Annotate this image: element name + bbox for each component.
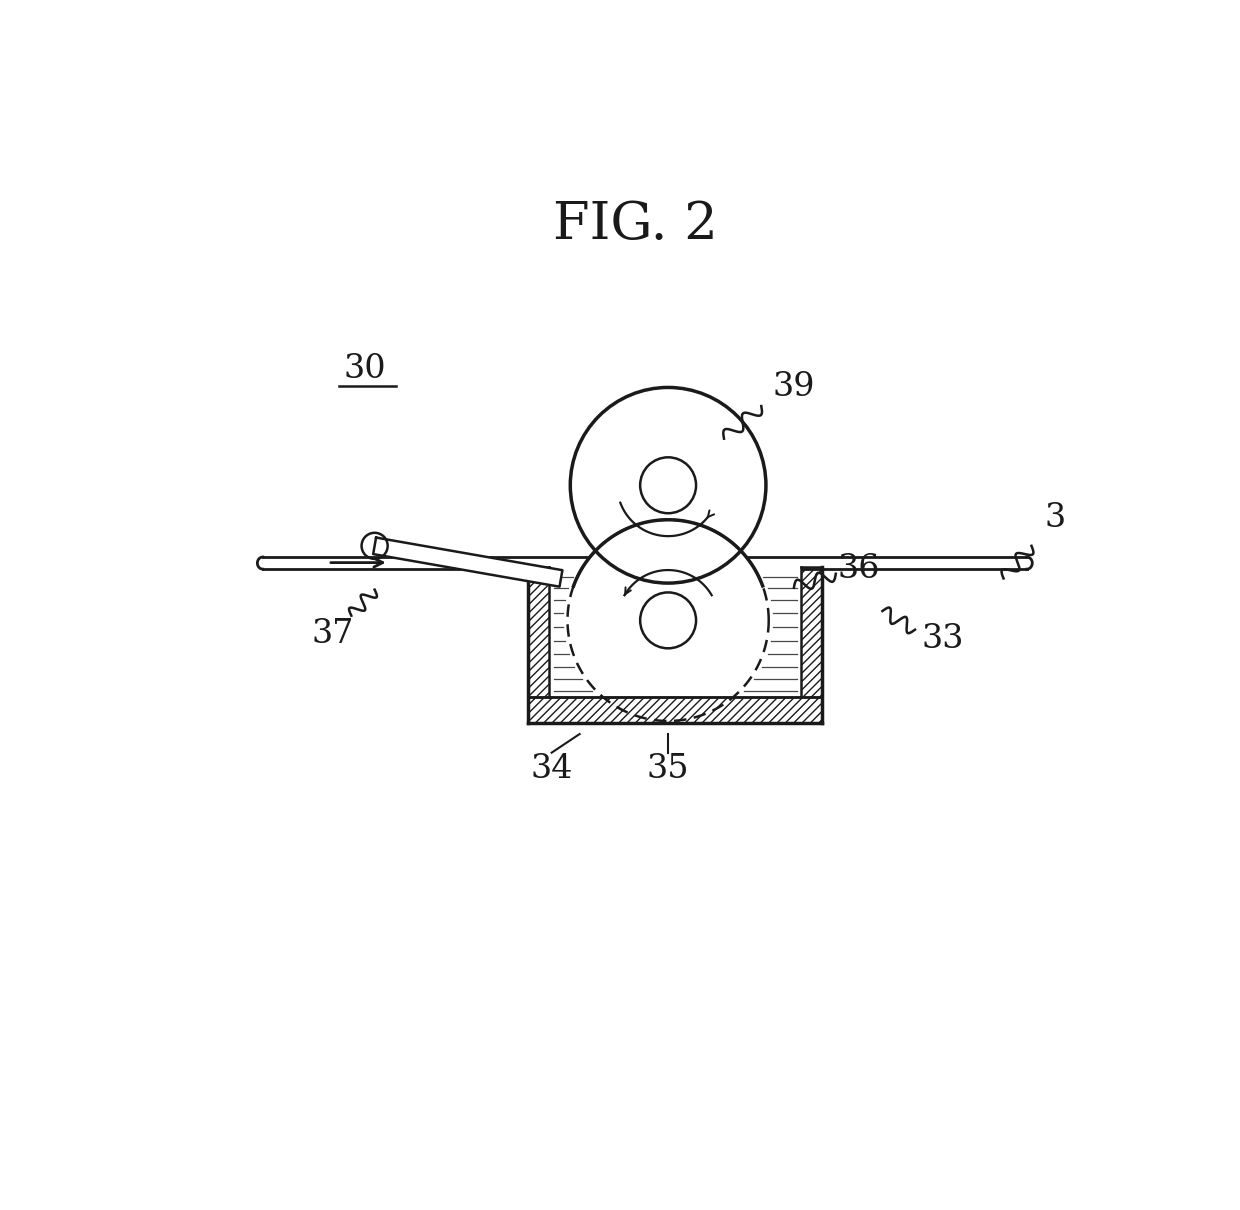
Circle shape bbox=[568, 520, 769, 721]
Text: 37: 37 bbox=[311, 618, 353, 650]
Text: 3: 3 bbox=[1044, 502, 1065, 534]
Text: 34: 34 bbox=[531, 754, 573, 785]
Bar bbox=[549, 567, 801, 697]
Bar bbox=[528, 697, 822, 722]
Bar bbox=[528, 567, 549, 697]
Text: 39: 39 bbox=[773, 371, 815, 403]
Text: 33: 33 bbox=[921, 623, 965, 655]
Polygon shape bbox=[373, 537, 563, 587]
Bar bbox=[801, 567, 822, 697]
Text: 30: 30 bbox=[343, 353, 387, 385]
Text: 35: 35 bbox=[647, 754, 689, 785]
Circle shape bbox=[570, 387, 766, 583]
Text: FIG. 2: FIG. 2 bbox=[553, 198, 718, 250]
Text: 36: 36 bbox=[838, 553, 880, 586]
